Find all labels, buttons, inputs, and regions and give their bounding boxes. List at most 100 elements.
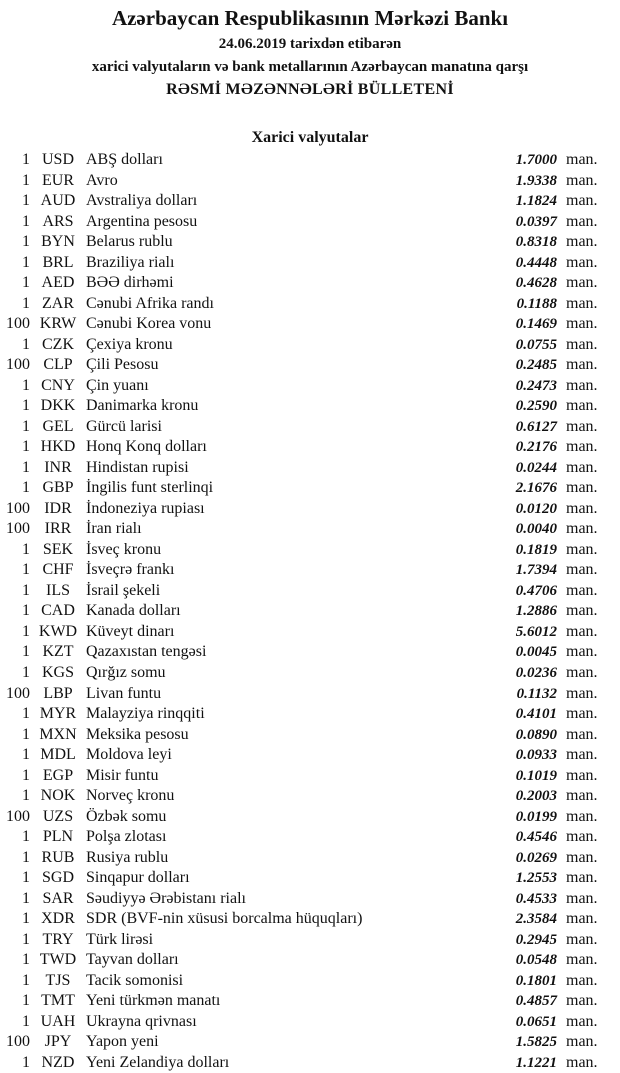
- rate-row: 1 SEK İsveç kronu 0.1819 man.: [0, 540, 620, 560]
- currency-code: KGS: [41, 664, 74, 681]
- rate-value: 0.1469: [515, 316, 557, 333]
- unit-label: man.: [566, 212, 598, 230]
- nominal: 1: [22, 1012, 30, 1030]
- nominal: 100: [6, 356, 30, 374]
- currency-code: NOK: [40, 787, 76, 805]
- currency-code: ILS: [46, 581, 70, 599]
- currency-code: AUD: [40, 192, 76, 210]
- rate-row: 1 TMT Yeni türkmən manatı 0.4857 man.: [0, 991, 620, 1011]
- currency-code: KWD: [38, 622, 78, 640]
- rate-value: 1.2886: [515, 603, 557, 620]
- nominal: 1: [22, 869, 30, 887]
- rate-value: 0.0397: [515, 213, 557, 230]
- unit-label: man.: [566, 746, 598, 764]
- unit-label: man.: [566, 315, 598, 333]
- nominal: 100: [6, 1033, 30, 1051]
- rate-row: 1 AUD Avstraliya dolları 1.1824 man.: [0, 191, 620, 211]
- rate-row: 1 AED BƏƏ dirhəmi 0.4628 man.: [0, 273, 620, 293]
- currency-name: Argentina pesosu: [86, 212, 198, 230]
- unit-label: man.: [566, 910, 598, 928]
- unit-label: man.: [566, 766, 598, 784]
- currency-code: IRR: [44, 520, 72, 538]
- currency-name: Gürcü larisi: [86, 417, 162, 435]
- nominal: 1: [22, 151, 30, 168]
- unit-label: man.: [566, 828, 598, 846]
- rate-value: 0.4857: [515, 993, 557, 1010]
- currency-code: CAD: [41, 602, 75, 620]
- nominal: 1: [22, 664, 30, 681]
- currency-code: KZT: [42, 643, 74, 661]
- unit-label: man.: [566, 992, 598, 1010]
- currency-name: Polşa zlotası: [86, 828, 167, 846]
- unit-label: man.: [566, 335, 598, 353]
- nominal: 1: [22, 705, 30, 723]
- rate-row: 1 USD ABŞ dolları 1.7000 man.: [0, 150, 620, 170]
- currency-name: Danimarka kronu: [86, 397, 199, 415]
- nominal: 100: [6, 520, 30, 538]
- unit-label: man.: [566, 787, 598, 805]
- currency-code: CNY: [41, 376, 75, 394]
- nominal: 1: [22, 376, 30, 394]
- currency-code: NZD: [41, 1053, 75, 1071]
- unit-label: man.: [566, 930, 598, 948]
- currency-name: Yeni Zelandiya dolları: [86, 1053, 230, 1071]
- rate-value: 2.3584: [515, 911, 557, 928]
- rate-row: 100 CLP Çili Pesosu 0.2485 man.: [0, 355, 620, 375]
- currency-name: ABŞ dolları: [86, 151, 163, 168]
- effective-date: 24.06.2019 tarixdən etibarən: [218, 36, 402, 52]
- currency-code: JPY: [44, 1033, 72, 1051]
- rate-value: 0.0269: [515, 849, 557, 866]
- unit-label: man.: [566, 458, 598, 476]
- unit-label: man.: [566, 1033, 598, 1051]
- unit-label: man.: [566, 540, 598, 558]
- unit-label: man.: [566, 479, 598, 497]
- unit-label: man.: [566, 971, 598, 989]
- currency-name: Norveç kronu: [86, 787, 175, 805]
- rate-value: 0.2945: [515, 931, 557, 948]
- unit-label: man.: [566, 705, 598, 723]
- nominal: 1: [22, 746, 30, 764]
- currency-code: GEL: [42, 417, 74, 435]
- unit-label: man.: [566, 951, 598, 969]
- currency-name: Çin yuanı: [86, 376, 149, 394]
- unit-label: man.: [566, 294, 598, 312]
- rate-value: 0.1132: [516, 685, 557, 702]
- currency-code: TMT: [41, 992, 75, 1010]
- rate-row: 1 UAH Ukrayna qrivnası 0.0651 man.: [0, 1012, 620, 1032]
- unit-label: man.: [566, 1012, 598, 1030]
- currency-name: Hindistan rupisi: [86, 458, 189, 476]
- rate-value: 0.4628: [515, 275, 557, 292]
- currency-code: BRL: [42, 253, 74, 271]
- currency-name: Qırğız somu: [86, 664, 166, 681]
- nominal: 1: [22, 438, 30, 456]
- rate-row: 1 GBP İngilis funt sterlinqi 2.1676 man.: [0, 478, 620, 498]
- nominal: 1: [22, 458, 30, 476]
- rate-value: 0.0199: [515, 808, 557, 825]
- currency-name: İran rialı: [86, 520, 142, 538]
- nominal: 1: [22, 951, 30, 969]
- currency-name: Honq Konq dolları: [86, 438, 207, 456]
- currency-code: TWD: [39, 951, 77, 969]
- rate-value: 0.0040: [515, 521, 557, 538]
- rate-value: 0.0933: [515, 747, 557, 764]
- currency-name: Malayziya rinqqiti: [86, 705, 205, 723]
- nominal: 1: [22, 930, 30, 948]
- unit-label: man.: [566, 602, 598, 620]
- unit-label: man.: [566, 664, 598, 681]
- unit-label: man.: [566, 499, 598, 517]
- rate-value: 0.4546: [515, 829, 557, 846]
- unit-label: man.: [566, 725, 598, 743]
- section-heading: Xarici valyutalar: [251, 129, 369, 146]
- rate-row: 1 ARS Argentina pesosu 0.0397 man.: [0, 212, 620, 232]
- rate-value: 0.4706: [515, 582, 557, 599]
- nominal: 1: [22, 561, 30, 579]
- rate-value: 0.6127: [515, 418, 557, 435]
- unit-label: man.: [566, 233, 598, 251]
- rate-row: 1 KWD Küveyt dinarı 5.6012 man.: [0, 622, 620, 642]
- rate-row: 1 SAR Səudiyyə Ərəbistanı rialı 0.4533 man.: [0, 889, 620, 909]
- nominal: 1: [22, 192, 30, 210]
- rate-row: 100 JPY Yapon yeni 1.5825 man.: [0, 1032, 620, 1052]
- rate-row: 100 KRW Cənubi Korea vonu 0.1469 man.: [0, 314, 620, 334]
- rate-row: 1 MXN Meksika pesosu 0.0890 man.: [0, 725, 620, 745]
- currency-code: XDR: [41, 910, 75, 928]
